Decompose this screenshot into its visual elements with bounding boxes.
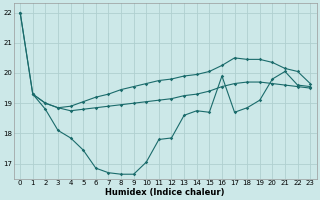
X-axis label: Humidex (Indice chaleur): Humidex (Indice chaleur): [106, 188, 225, 197]
